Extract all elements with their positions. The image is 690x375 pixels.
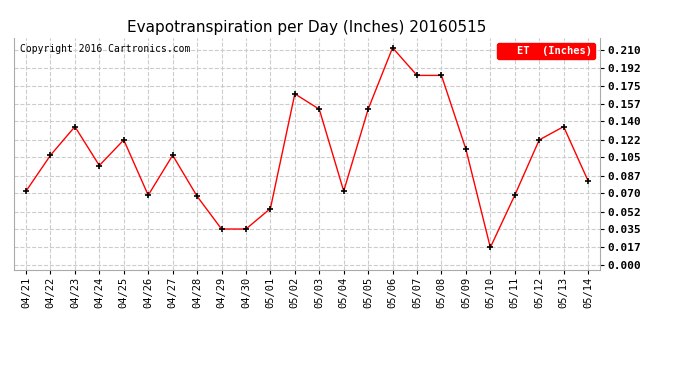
Title: Evapotranspiration per Day (Inches) 20160515: Evapotranspiration per Day (Inches) 2016…	[128, 20, 486, 35]
Text: Copyright 2016 Cartronics.com: Copyright 2016 Cartronics.com	[19, 45, 190, 54]
Legend: ET  (Inches): ET (Inches)	[497, 43, 595, 59]
